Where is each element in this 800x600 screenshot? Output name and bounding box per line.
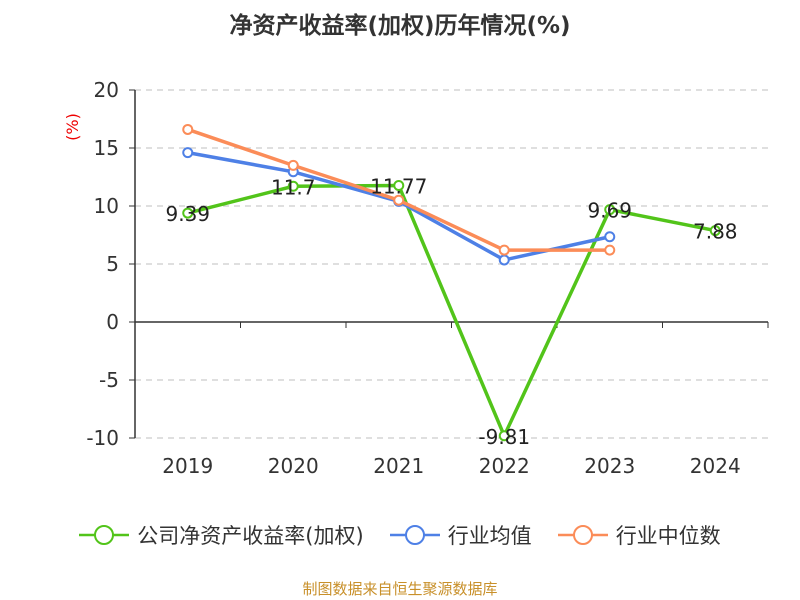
data-point — [498, 244, 510, 256]
legend-item[interactable]: 行业中位数 — [557, 520, 721, 550]
series-0 — [182, 179, 721, 442]
data-label: 9.39 — [165, 202, 210, 226]
legend-marker-icon — [557, 525, 608, 545]
legend-marker-icon — [79, 525, 130, 545]
data-point — [182, 147, 194, 159]
data-label: 7.88 — [693, 220, 738, 244]
y-tick-label: 10 — [94, 194, 119, 218]
data-point — [287, 159, 299, 171]
y-tick-label: 15 — [94, 136, 119, 160]
y-axis-label: (%) — [63, 113, 82, 141]
data-point — [393, 194, 405, 206]
y-tick-label: -10 — [86, 426, 119, 450]
data-point — [498, 430, 510, 442]
data-point — [287, 180, 299, 192]
data-point — [393, 179, 405, 191]
legend-label: 公司净资产收益率(加权) — [137, 524, 364, 548]
legend-label: 行业均值 — [447, 524, 532, 548]
x-tick-label: 2024 — [690, 454, 741, 478]
legend-marker-icon — [389, 525, 440, 545]
x-tick-label: 2023 — [584, 454, 635, 478]
data-point — [182, 123, 194, 135]
data-point — [182, 207, 194, 219]
data-label: 11.77 — [370, 174, 427, 198]
x-tick-label: 2019 — [162, 454, 213, 478]
data-point — [604, 231, 616, 243]
y-tick-label: 5 — [106, 252, 119, 276]
data-point — [498, 254, 510, 266]
y-tick-label: -5 — [99, 368, 119, 392]
data-point — [604, 244, 616, 256]
legend-item[interactable]: 公司净资产收益率(加权) — [79, 520, 364, 550]
legend-item[interactable]: 行业均值 — [389, 520, 532, 550]
x-tick-label: 2021 — [373, 454, 424, 478]
legend: 公司净资产收益率(加权) 行业均值 行业中位数 — [0, 520, 800, 550]
y-tick-label: 0 — [106, 310, 119, 334]
series-2 — [182, 123, 616, 256]
source-note: 制图数据来自恒生聚源数据库 — [302, 580, 498, 598]
y-tick-label: 20 — [94, 78, 119, 102]
legend-label: 行业中位数 — [615, 524, 721, 548]
chart-title: 净资产收益率(加权)历年情况(%) — [229, 13, 571, 39]
x-tick-label: 2020 — [268, 454, 319, 478]
data-point — [604, 204, 616, 216]
data-label: -9.81 — [478, 425, 530, 449]
data-label: 11.7 — [271, 175, 316, 199]
x-tick-label: 2022 — [479, 454, 530, 478]
data-point — [709, 225, 721, 237]
series-line — [187, 183, 716, 441]
data-label: 9.69 — [587, 199, 632, 223]
